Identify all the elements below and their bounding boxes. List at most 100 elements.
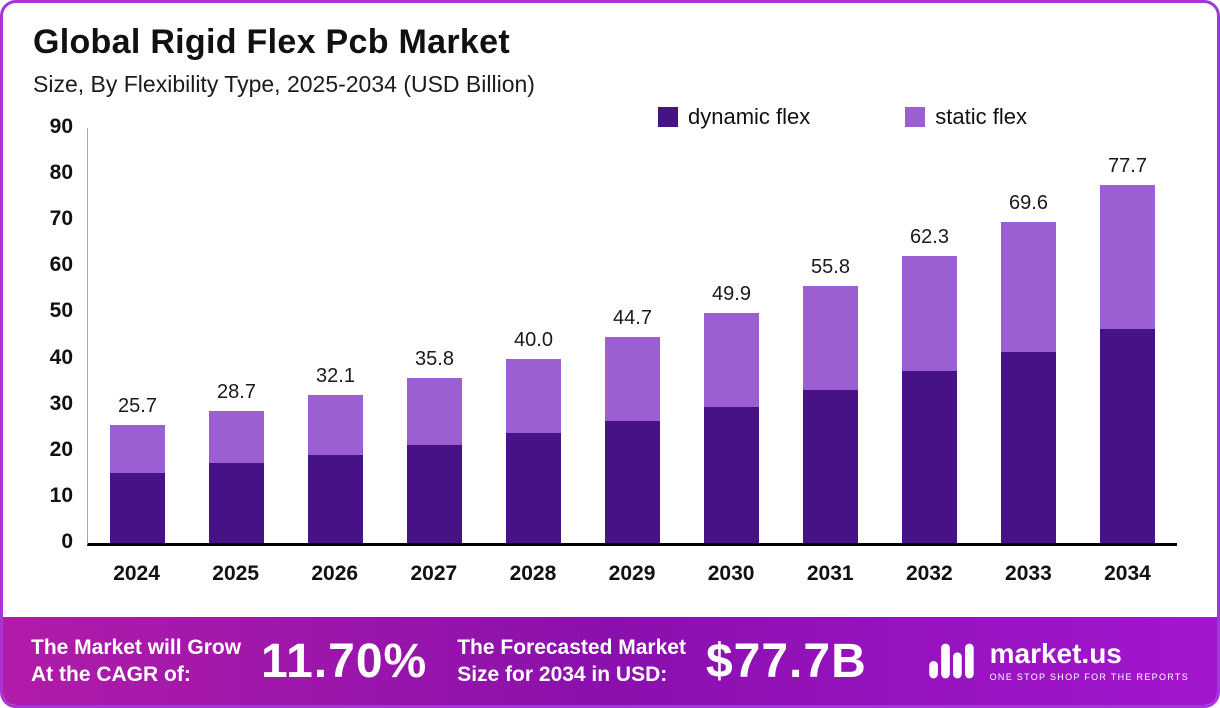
bar-stack <box>506 358 561 543</box>
x-tick-label: 2031 <box>806 562 854 585</box>
bar-segment-dynamic-flex <box>1100 329 1155 543</box>
bar-stack <box>209 410 264 543</box>
bar-column-2031: 55.8 <box>781 128 880 543</box>
bar-total-label: 49.9 <box>712 282 751 305</box>
bar-total-label: 55.8 <box>811 255 850 278</box>
bar-segment-dynamic-flex <box>803 389 858 543</box>
legend-item-static-flex: static flex <box>905 104 1027 130</box>
y-tick-label: 0 <box>61 530 73 553</box>
bar-segment-dynamic-flex <box>308 454 363 543</box>
bar-column-2029: 44.7 <box>583 128 682 543</box>
forecast-label: The Forecasted Market Size for 2034 in U… <box>457 634 686 689</box>
legend-label-static: static flex <box>935 104 1027 129</box>
forecast-value: $77.7B <box>705 634 867 688</box>
bar-segment-static-flex <box>308 395 363 455</box>
marketus-logo-icon <box>928 643 974 679</box>
legend: dynamic flex static flex <box>658 104 1027 130</box>
bar-segment-dynamic-flex <box>902 371 957 543</box>
bar-segment-static-flex <box>704 312 759 407</box>
bar-segment-static-flex <box>803 285 858 390</box>
page-title: Global Rigid Flex Pcb Market <box>33 23 510 61</box>
legend-label-dynamic: dynamic flex <box>688 104 811 129</box>
chart-grid: 90 80 70 60 50 40 30 20 10 0 25.7 28.7 32.1 35.8 40.0… <box>29 115 1177 586</box>
bar-total-label: 40.0 <box>514 328 553 351</box>
cagr-label: The Market will Grow At the CAGR of: <box>31 634 241 689</box>
bar-total-label: 32.1 <box>316 365 355 387</box>
cagr-label-line1: The Market will Grow <box>31 635 242 659</box>
bar-stack <box>902 255 957 543</box>
bar-segment-static-flex <box>902 255 957 372</box>
bar-stack <box>1100 184 1155 543</box>
bar-segment-dynamic-flex <box>110 472 165 543</box>
plot-wrap: 25.7 28.7 32.1 35.8 40.0 44.7 49.9 55.8 62.3 69.6… <box>87 128 1177 586</box>
y-tick-label: 60 <box>49 253 73 277</box>
bar-segment-static-flex <box>1100 184 1155 330</box>
forecast-label-line1: The Forecasted Market <box>457 635 686 659</box>
chart-subtitle: Size, By Flexibility Type, 2025-2034 (US… <box>33 71 535 97</box>
marketus-logo: market.us ONE STOP SHOP FOR THE REPORTS <box>926 635 1189 687</box>
bar-segment-static-flex <box>407 377 462 445</box>
x-tick-label: 2034 <box>1104 562 1151 585</box>
bar-segment-static-flex <box>209 410 264 464</box>
x-tick-label: 2028 <box>509 562 557 585</box>
x-axis-labels: 2024 2025 2026 2027 2028 2029 2030 2031 2032 2033… <box>87 562 1177 586</box>
x-tick-label: 2025 <box>212 562 259 585</box>
y-tick-label: 80 <box>49 161 73 185</box>
x-tick-label: 2027 <box>410 562 458 585</box>
legend-swatch-static-icon <box>905 107 926 127</box>
x-tick-label: 2026 <box>311 562 359 585</box>
logo-text-block: market.us ONE STOP SHOP FOR THE REPORTS <box>989 638 1189 683</box>
bar-column-2026: 32.1 <box>286 128 385 543</box>
x-tick-label: 2033 <box>1005 562 1052 585</box>
y-tick-label: 30 <box>49 391 73 415</box>
logo-tagline: ONE STOP SHOP FOR THE REPORTS <box>989 672 1189 682</box>
cagr-value: 11.70% <box>261 634 428 688</box>
bar-segment-dynamic-flex <box>704 406 759 543</box>
bar-total-label: 77.7 <box>1108 154 1147 177</box>
x-tick-label: 2032 <box>905 562 953 585</box>
bar-column-2033: 69.6 <box>979 128 1078 543</box>
bar-segment-dynamic-flex <box>605 420 660 543</box>
bar-total-label: 28.7 <box>217 380 256 403</box>
bar-total-label: 44.7 <box>613 306 652 329</box>
y-tick-label: 20 <box>49 437 73 461</box>
bar-stack <box>803 285 858 543</box>
bar-column-2030: 49.9 <box>682 128 781 543</box>
legend-item-dynamic-flex: dynamic flex <box>658 104 810 130</box>
bar-total-label: 35.8 <box>415 347 454 370</box>
bar-segment-static-flex <box>1001 222 1056 353</box>
bar-segment-dynamic-flex <box>407 444 462 543</box>
forecast-label-line2: Size for 2034 in USD: <box>457 663 668 686</box>
x-tick-label: 2024 <box>113 562 160 585</box>
bar-segment-static-flex <box>605 336 660 421</box>
bar-segment-dynamic-flex <box>506 432 561 543</box>
y-tick-label: 10 <box>49 483 73 507</box>
bar-stack <box>1001 222 1056 543</box>
bar-stack <box>605 336 660 543</box>
bar-stack <box>308 395 363 543</box>
y-tick-label: 90 <box>49 115 73 138</box>
y-tick-label: 70 <box>49 207 73 231</box>
footer-banner: The Market will Grow At the CAGR of: 11.… <box>3 617 1217 705</box>
y-tick-label: 40 <box>49 345 73 369</box>
legend-swatch-dynamic-icon <box>658 107 679 127</box>
bar-segment-static-flex <box>506 358 561 433</box>
bar-column-2027: 35.8 <box>385 128 484 543</box>
bar-column-2024: 25.7 <box>88 128 187 543</box>
y-axis: 90 80 70 60 50 40 30 20 10 0 <box>29 115 87 553</box>
bar-column-2032: 62.3 <box>880 128 979 543</box>
cagr-label-line2: At the CAGR of: <box>31 663 191 686</box>
chart: dynamic flex static flex 90 80 70 60 50 40 30 2… <box>3 98 1217 617</box>
bar-total-label: 62.3 <box>910 225 949 248</box>
x-tick-label: 2030 <box>707 562 755 585</box>
bar-stack <box>704 312 759 543</box>
y-tick-label: 50 <box>49 299 73 323</box>
plot-area: 25.7 28.7 32.1 35.8 40.0 44.7 49.9 55.8 62.3 69.6… <box>87 128 1177 546</box>
bar-column-2025: 28.7 <box>187 128 286 543</box>
logo-wordmark: market.us <box>989 638 1122 669</box>
bar-total-label: 25.7 <box>118 394 157 417</box>
bar-stack <box>110 424 165 543</box>
bar-stack <box>407 377 462 543</box>
bar-segment-dynamic-flex <box>209 463 264 543</box>
